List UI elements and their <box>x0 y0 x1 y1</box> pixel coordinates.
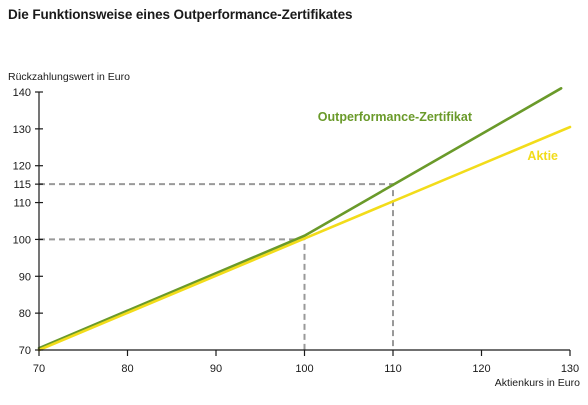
y-tick-label: 140 <box>13 87 31 99</box>
series-line-1 <box>37 125 572 352</box>
y-axis-label: Rückzahlungswert in Euro <box>8 71 130 83</box>
y-tick-label: 80 <box>19 308 31 320</box>
y-tick-label: 110 <box>13 198 31 210</box>
x-tick-label: 130 <box>561 363 579 375</box>
series-line-0 <box>37 87 563 350</box>
y-tick-label: 115 <box>13 179 31 191</box>
x-tick-label: 70 <box>33 363 45 375</box>
x-tick-label: 80 <box>121 363 133 375</box>
x-tick-label: 120 <box>472 363 490 375</box>
x-tick-label: 90 <box>210 363 222 375</box>
y-tick-label: 100 <box>13 234 31 246</box>
x-axis-label: Aktienkurs in Euro <box>495 377 580 389</box>
series-label-1: Aktie <box>527 149 558 163</box>
y-tick-label: 130 <box>13 124 31 136</box>
chart-title: Die Funktionsweise eines Outperformance-… <box>8 7 353 22</box>
y-tick-label: 90 <box>19 271 31 283</box>
y-tick-label: 120 <box>13 161 31 173</box>
y-tick-label: 70 <box>19 345 31 357</box>
series-label-0: Outperformance-Zertifikat <box>318 110 473 124</box>
x-tick-label: 100 <box>295 363 313 375</box>
x-tick-label: 110 <box>384 363 402 375</box>
